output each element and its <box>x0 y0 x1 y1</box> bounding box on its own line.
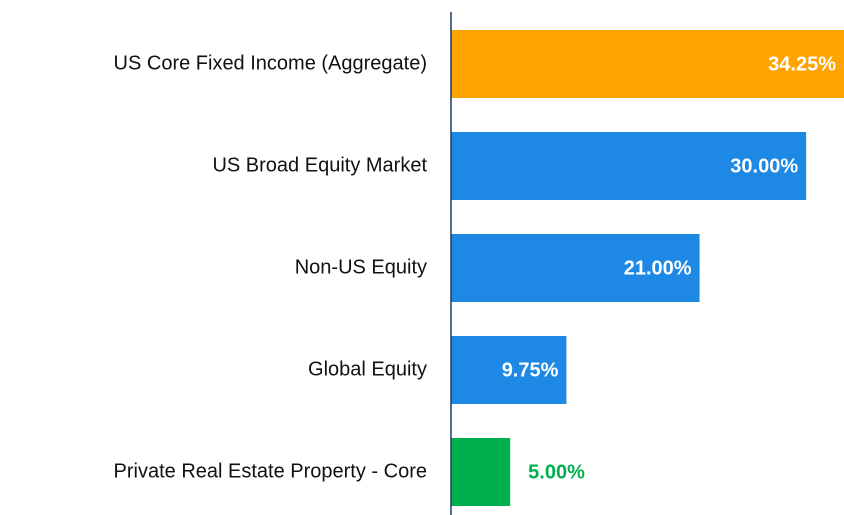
category-label: Global Equity <box>308 358 427 380</box>
value-label: 21.00% <box>624 257 692 279</box>
plot-area <box>451 30 844 506</box>
value-label: 9.75% <box>502 359 559 381</box>
category-label: US Core Fixed Income (Aggregate) <box>114 52 427 74</box>
value-label: 34.25% <box>768 53 836 75</box>
value-label: 5.00% <box>528 461 585 483</box>
bar <box>451 234 700 302</box>
value-label: 30.00% <box>730 155 798 177</box>
bar <box>451 336 567 404</box>
category-label: US Broad Equity Market <box>212 154 427 176</box>
bar <box>451 30 844 98</box>
bar <box>451 438 511 506</box>
bar <box>451 132 807 200</box>
category-label: Private Real Estate Property - Core <box>114 460 427 482</box>
category-label: Non-US Equity <box>295 256 427 278</box>
